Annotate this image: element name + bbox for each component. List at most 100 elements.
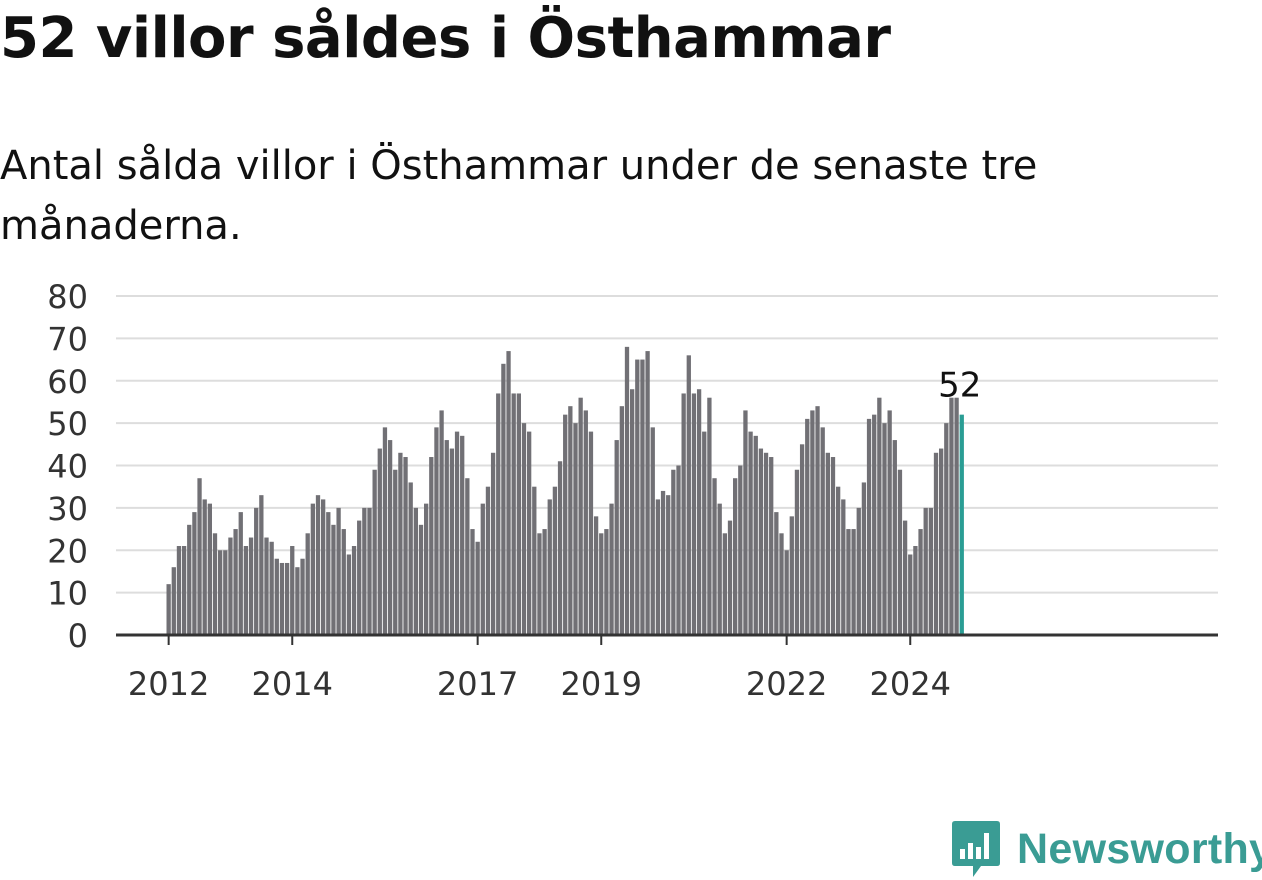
y-tick-label: 30: [47, 490, 88, 528]
bar: [336, 507, 341, 635]
bar: [815, 406, 820, 635]
bar: [702, 431, 707, 635]
bar: [254, 507, 259, 635]
bar: [310, 503, 315, 635]
bar: [557, 461, 563, 635]
bar: [521, 423, 527, 635]
bar: [681, 393, 686, 635]
bar: [346, 554, 352, 635]
bar: [604, 529, 609, 635]
bar: [640, 359, 645, 635]
bar: [830, 457, 836, 635]
bar: [671, 469, 676, 635]
y-tick-label: 60: [47, 363, 88, 401]
bar: [259, 495, 264, 635]
bar: [202, 499, 207, 635]
bar: [583, 410, 588, 635]
x-tick-label: 2019: [561, 665, 642, 703]
y-tick-label: 80: [47, 278, 88, 316]
bar: [501, 363, 506, 635]
bar: [449, 448, 455, 635]
bar: [398, 452, 403, 635]
bar: [727, 520, 733, 635]
bar: [331, 524, 336, 635]
bar: [578, 397, 583, 635]
bar: [593, 516, 599, 635]
bar: [480, 503, 485, 635]
bar: [393, 469, 398, 635]
bar: [372, 469, 377, 635]
bar: [892, 440, 897, 635]
bar: [377, 448, 382, 635]
bar: [902, 520, 908, 635]
bar: [403, 457, 408, 635]
bar: [722, 533, 727, 635]
x-tick-label: 2022: [746, 665, 827, 703]
bar: [207, 503, 212, 635]
bar: [774, 512, 779, 635]
bar: [676, 465, 681, 635]
bar: [454, 431, 460, 635]
bar: [635, 359, 640, 635]
bar: [542, 529, 547, 635]
bar: [228, 537, 233, 635]
bar: [434, 427, 439, 635]
bar: [799, 444, 805, 635]
bar: [794, 469, 800, 635]
bar: [645, 351, 650, 635]
bar: [223, 550, 228, 635]
bar: [738, 465, 743, 635]
bar: [424, 503, 429, 635]
y-tick-label: 0: [68, 617, 88, 655]
bar: [532, 486, 537, 635]
bar: [444, 440, 449, 635]
bar: [279, 562, 285, 635]
bar-highlight: [959, 414, 964, 635]
x-tick-label: 2014: [252, 665, 333, 703]
bar: [733, 478, 738, 635]
bar: [825, 452, 830, 635]
bar: [944, 423, 949, 635]
bar: [284, 562, 290, 635]
bar: [176, 546, 182, 635]
bar-chart: 0 10 20 30 40 50 60 70 80 2012 2014 2017 2019 2022 202…: [47, 278, 1218, 703]
bar: [954, 397, 959, 635]
bar: [655, 499, 661, 635]
bar: [660, 490, 666, 635]
bar: [599, 533, 604, 635]
bar: [696, 389, 702, 635]
bar: [496, 393, 501, 635]
bar: [166, 584, 171, 635]
bar: [248, 537, 254, 635]
bar: [387, 440, 393, 635]
y-tick-label: 70: [47, 320, 88, 358]
bar: [779, 533, 784, 635]
bar: [707, 397, 712, 635]
bar: [367, 507, 372, 635]
bar: [588, 431, 594, 635]
bar: [872, 414, 877, 635]
bar: [274, 558, 279, 635]
bar: [609, 503, 614, 635]
bar: [614, 440, 619, 635]
bar: [856, 507, 861, 635]
bar: [418, 524, 424, 635]
bar: [357, 520, 362, 635]
bar: [187, 524, 192, 635]
bar: [429, 457, 434, 635]
bar: [408, 482, 413, 635]
bar: [918, 529, 923, 635]
bar: [511, 393, 516, 635]
bar: [887, 410, 892, 635]
bar: [619, 406, 624, 635]
bar: [171, 567, 176, 635]
bar: [300, 558, 305, 635]
bar: [717, 503, 722, 635]
bar: [290, 546, 295, 635]
bar: [563, 414, 568, 635]
bar: [624, 346, 630, 635]
bar: [769, 457, 774, 635]
last-value-label: 52: [938, 366, 981, 406]
bar: [923, 507, 928, 635]
bar: [805, 418, 810, 635]
